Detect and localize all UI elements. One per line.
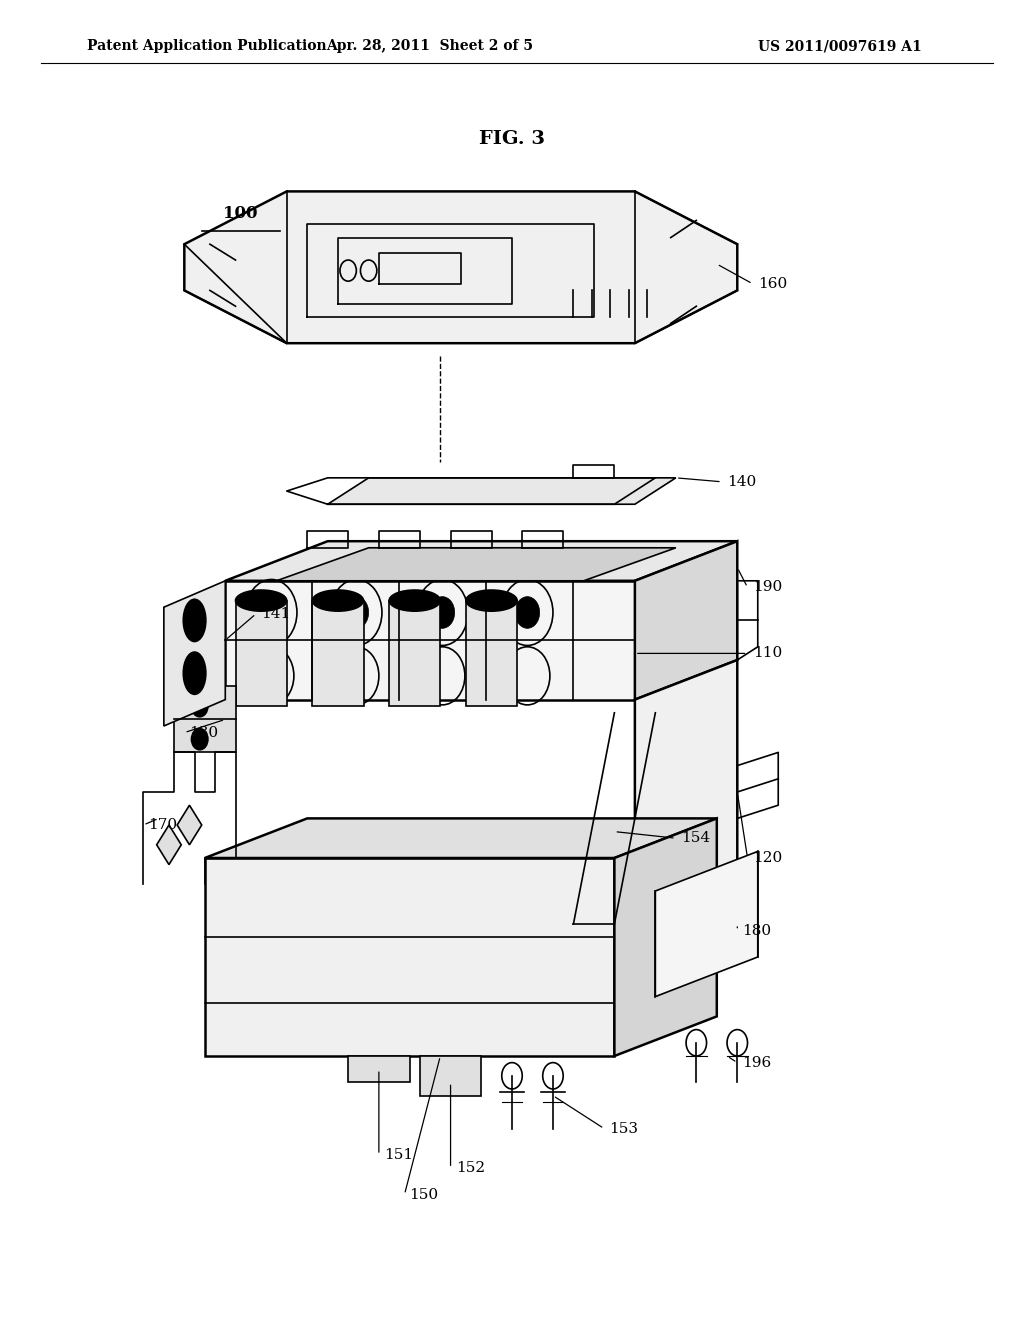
Polygon shape	[225, 581, 635, 700]
Text: 153: 153	[609, 1122, 638, 1135]
Text: 160: 160	[758, 277, 787, 290]
Text: 154: 154	[681, 832, 710, 845]
Polygon shape	[164, 581, 225, 726]
Ellipse shape	[466, 590, 517, 611]
Circle shape	[191, 696, 208, 717]
Text: Patent Application Publication: Patent Application Publication	[87, 40, 327, 53]
Text: 110: 110	[753, 647, 782, 660]
Polygon shape	[225, 541, 737, 581]
Ellipse shape	[183, 599, 206, 642]
Ellipse shape	[236, 590, 287, 611]
Text: 130: 130	[189, 726, 218, 739]
Polygon shape	[174, 686, 236, 752]
Polygon shape	[420, 1056, 481, 1096]
Polygon shape	[635, 660, 737, 964]
Text: 170: 170	[148, 818, 177, 832]
Text: 152: 152	[456, 1162, 484, 1175]
Polygon shape	[177, 805, 202, 845]
Text: Apr. 28, 2011  Sheet 2 of 5: Apr. 28, 2011 Sheet 2 of 5	[327, 40, 534, 53]
Circle shape	[430, 597, 455, 628]
Ellipse shape	[389, 590, 440, 611]
Text: 190: 190	[753, 581, 782, 594]
Ellipse shape	[183, 652, 206, 694]
Text: 151: 151	[384, 1148, 413, 1162]
Polygon shape	[389, 601, 440, 706]
Polygon shape	[236, 601, 287, 706]
Text: US 2011/0097619 A1: US 2011/0097619 A1	[758, 40, 922, 53]
Ellipse shape	[312, 590, 364, 611]
Circle shape	[191, 729, 208, 750]
Text: 141: 141	[261, 607, 291, 620]
Circle shape	[344, 597, 369, 628]
Polygon shape	[614, 818, 717, 1056]
Polygon shape	[328, 478, 676, 504]
Polygon shape	[184, 191, 737, 343]
Text: 196: 196	[742, 1056, 772, 1069]
Polygon shape	[655, 851, 758, 997]
Polygon shape	[157, 825, 181, 865]
Polygon shape	[466, 601, 517, 706]
Polygon shape	[276, 548, 676, 581]
Text: 140: 140	[727, 475, 757, 488]
Polygon shape	[312, 601, 364, 706]
Text: 100: 100	[223, 206, 258, 222]
Text: 120: 120	[753, 851, 782, 865]
Polygon shape	[205, 818, 717, 858]
Polygon shape	[635, 541, 737, 700]
Polygon shape	[205, 858, 614, 1056]
Text: 180: 180	[742, 924, 771, 937]
Text: 150: 150	[410, 1188, 438, 1201]
Circle shape	[259, 597, 284, 628]
Circle shape	[515, 597, 540, 628]
Text: FIG. 3: FIG. 3	[479, 129, 545, 148]
Polygon shape	[348, 1056, 410, 1082]
